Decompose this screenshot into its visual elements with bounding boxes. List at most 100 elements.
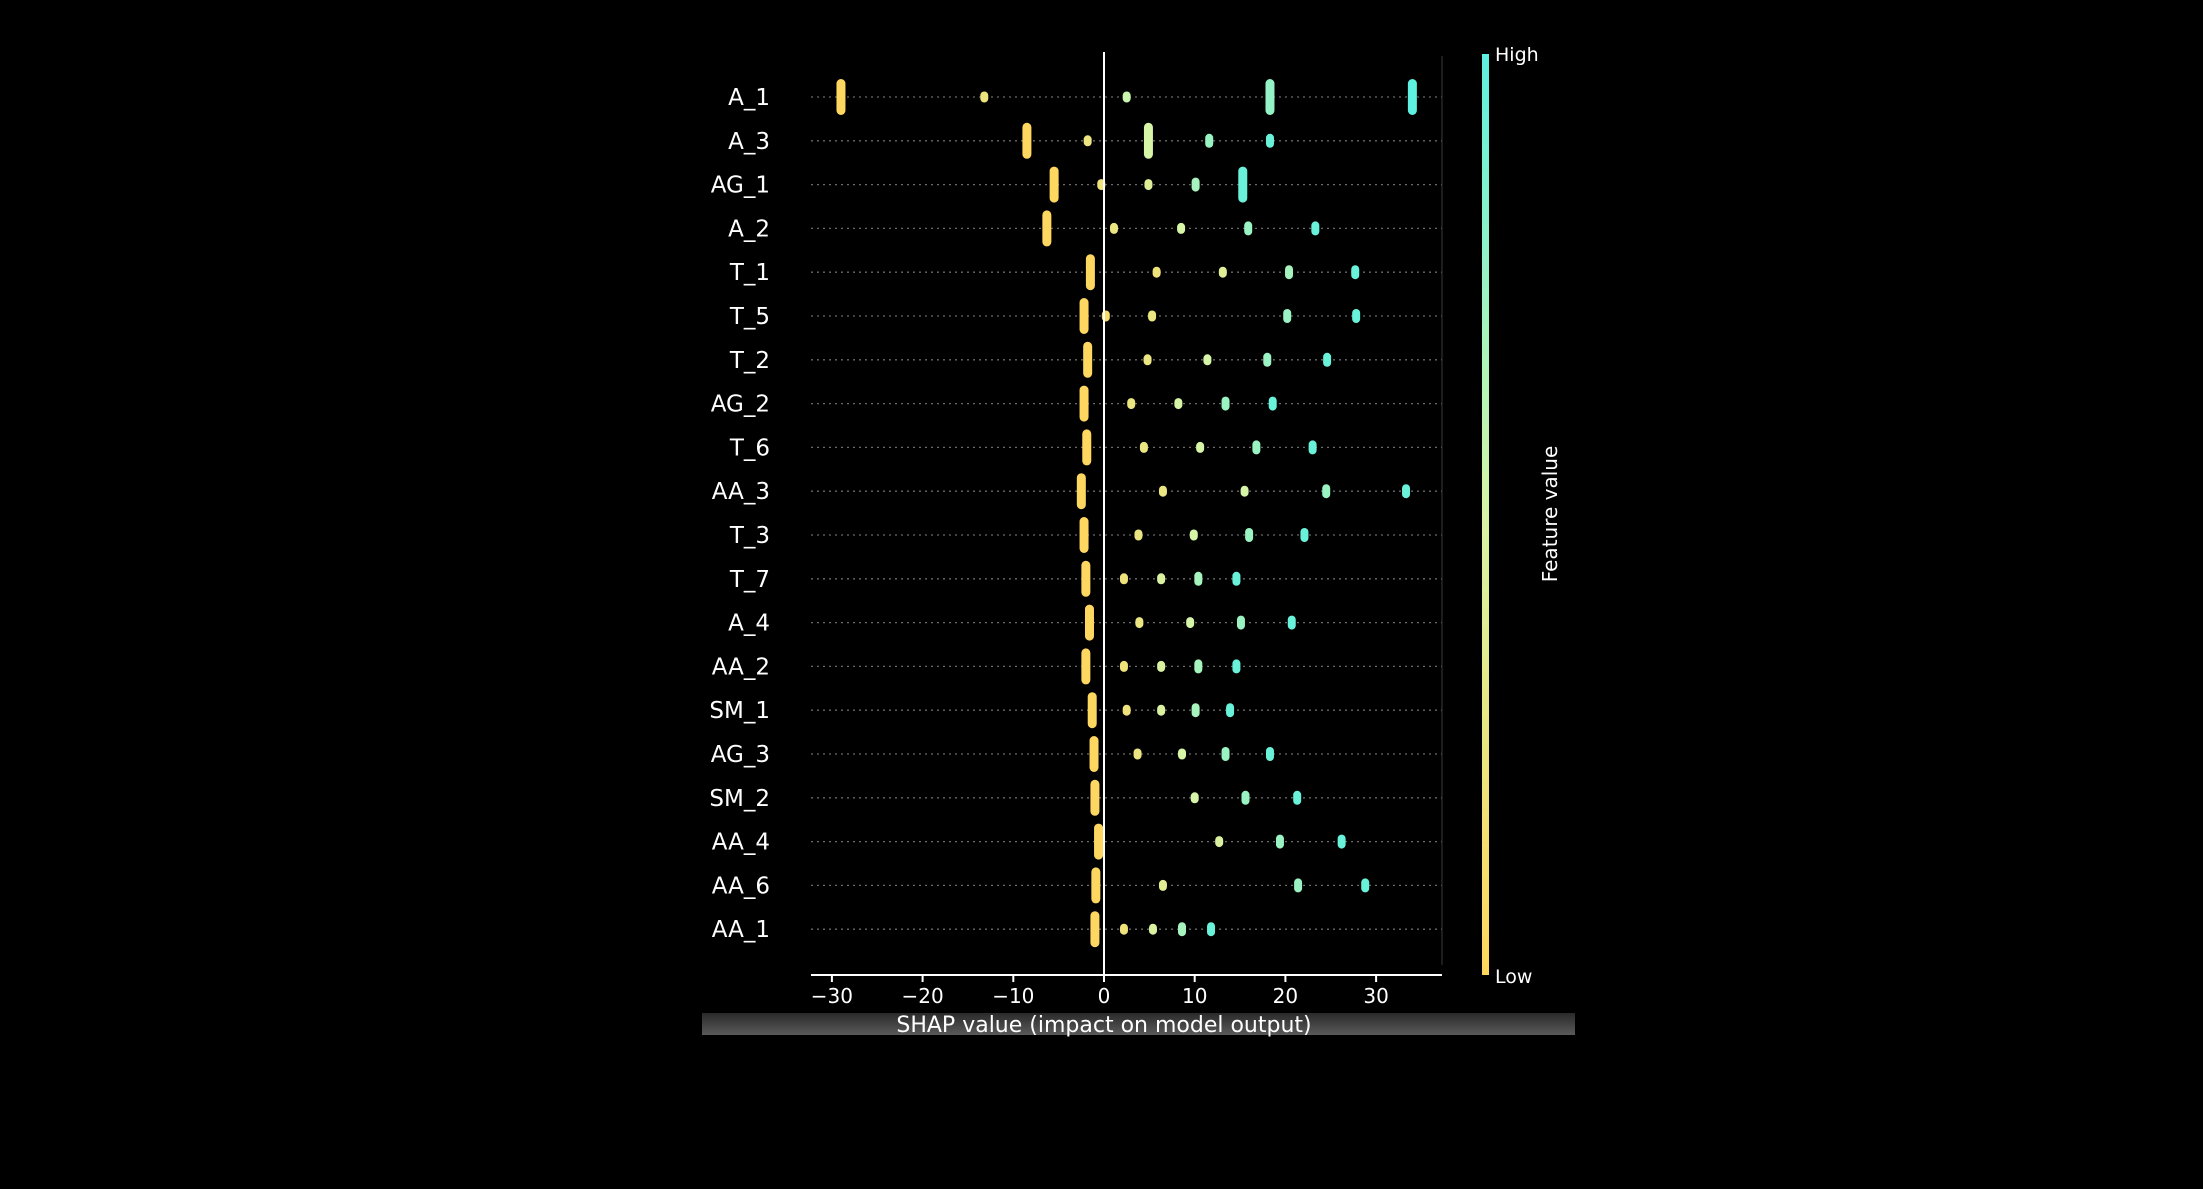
x-tick-label: 10 (1182, 984, 1207, 1008)
shap-point (1122, 704, 1131, 716)
shap-point (1232, 571, 1241, 586)
shap-point (1085, 254, 1095, 291)
x-tick-label: −10 (992, 984, 1034, 1008)
shap-point (1402, 484, 1411, 499)
shap-point (1293, 790, 1302, 805)
feature-labels: A_1 A_3 AG_1 A_2 T_1 T_5 T_2 AG_2 T_6 AA_3 T_3 T_7 A… (709, 85, 770, 943)
shap-point (1178, 922, 1187, 937)
shap-point (1083, 341, 1093, 378)
feature-gridlines (811, 96, 1442, 930)
shap-point (1119, 573, 1128, 585)
shap-point (1082, 429, 1092, 466)
feature-label: T_6 (729, 435, 770, 461)
shap-point (1245, 528, 1254, 542)
shap-point (1022, 122, 1032, 159)
shap-point (1148, 310, 1157, 322)
shap-point (1218, 266, 1227, 278)
shap-point (1122, 91, 1131, 103)
shap-point (1144, 179, 1153, 191)
shap-point (1294, 878, 1303, 893)
shap-point (1134, 529, 1143, 541)
shap-point (1139, 441, 1148, 453)
shap-point (1265, 79, 1275, 115)
shap-point (1322, 484, 1331, 499)
shap-point (1049, 166, 1059, 203)
x-axis-label-band (702, 1013, 1575, 1035)
colorbar-low-label: Low (1495, 966, 1532, 988)
shap-point (1157, 704, 1166, 716)
feature-label: T_1 (729, 260, 770, 286)
shap-point (1091, 867, 1101, 904)
feature-label: AA_2 (712, 654, 770, 680)
colorbar-title: Feature value (1538, 446, 1562, 583)
shap-point (1287, 615, 1296, 630)
shap-point (1221, 396, 1230, 411)
shap-point (1205, 133, 1214, 148)
shap-point (1191, 177, 1200, 192)
shap-point (1079, 385, 1089, 422)
shap-point (1119, 660, 1128, 672)
feature-label: A_2 (728, 216, 770, 242)
shap-point (1194, 659, 1203, 674)
shap-point (1351, 265, 1360, 280)
shap-point (1189, 529, 1198, 541)
shap-point (1323, 352, 1332, 367)
shap-point (1268, 396, 1277, 411)
shap-point (1090, 779, 1100, 816)
shap-point (1407, 79, 1417, 115)
shap-point (1089, 736, 1099, 772)
shap-point (1178, 748, 1187, 760)
shap-point (1127, 398, 1136, 410)
shap-point (1076, 473, 1086, 510)
shap-point (1221, 747, 1230, 761)
shap-point (1143, 122, 1153, 159)
shap-point (1177, 222, 1186, 234)
feature-label: T_2 (729, 348, 770, 374)
feature-label: AA_3 (712, 479, 770, 505)
shap-point (1081, 560, 1091, 597)
shap-point (1081, 648, 1091, 685)
shap-point (1285, 265, 1294, 280)
feature-label: A_3 (728, 129, 770, 155)
shap-point (1158, 485, 1167, 497)
shap-point (1186, 617, 1195, 629)
shap-point (1087, 692, 1097, 729)
shap-point (1244, 221, 1253, 236)
shap-point (1241, 790, 1250, 805)
shap-point (1265, 747, 1274, 761)
shap-point (1083, 135, 1092, 147)
shap-point (1148, 923, 1157, 935)
shap-point (1157, 573, 1166, 585)
feature-label: T_5 (729, 304, 770, 330)
feature-label: A_1 (728, 85, 770, 111)
shap-point (1094, 823, 1104, 860)
x-tick-label: −20 (901, 984, 943, 1008)
shap-point (1084, 604, 1094, 641)
shap-point (1252, 440, 1261, 455)
x-tick-label: 20 (1273, 984, 1298, 1008)
feature-label: AA_6 (712, 873, 770, 899)
feature-label: A_4 (728, 611, 770, 637)
shap-point (1238, 166, 1248, 203)
shap-point (1311, 221, 1320, 236)
x-tick-label: 0 (1098, 984, 1111, 1008)
shap-point (1119, 923, 1128, 935)
shap-point (1361, 878, 1370, 893)
feature-label: AA_1 (712, 917, 770, 943)
shap-point (1143, 354, 1152, 366)
feature-label: SM_1 (709, 698, 770, 724)
shap-point (1232, 659, 1241, 674)
shap-point (1133, 748, 1142, 760)
shap-point (1236, 615, 1245, 630)
shap-point (1135, 617, 1144, 629)
shap-point (1308, 440, 1317, 455)
shap-point (1191, 703, 1200, 718)
feature-label: AA_4 (712, 830, 770, 856)
shap-point (1263, 352, 1272, 367)
shap-point (1207, 922, 1216, 937)
feature-label: T_3 (729, 523, 770, 549)
shap-point (1265, 133, 1274, 148)
shap-point (1157, 660, 1166, 672)
shap-point (836, 79, 846, 115)
feature-label: AG_1 (711, 173, 770, 199)
